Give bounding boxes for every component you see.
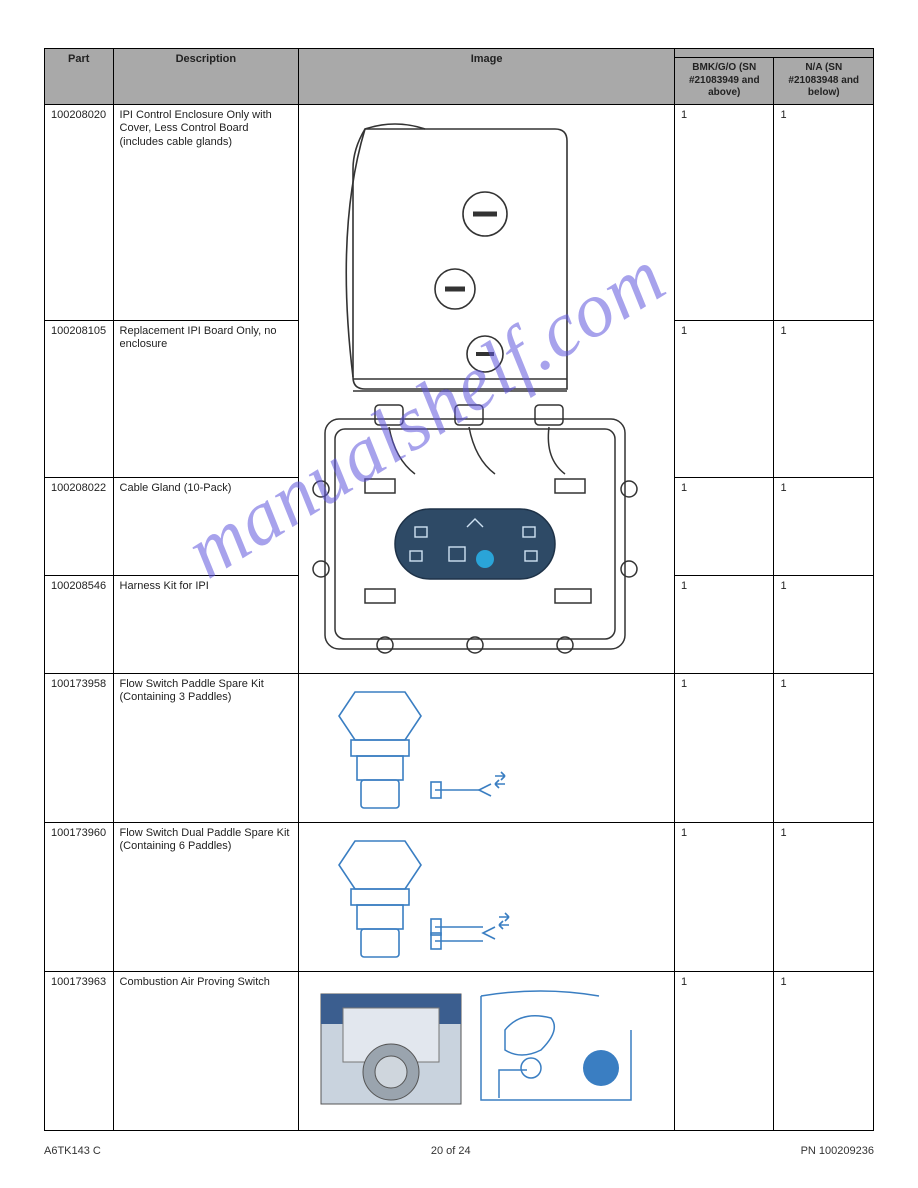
cell-na: 1	[774, 104, 874, 320]
cell-bmk: 1	[675, 673, 774, 822]
air-proving-diagram	[305, 976, 645, 1126]
table-row: 100173963 Combustion Air Proving Switch	[45, 971, 874, 1130]
table-row: 100173958 Flow Switch Paddle Spare Kit (…	[45, 673, 874, 822]
cell-image-flow-single	[299, 673, 675, 822]
col-header-image: Image	[299, 49, 675, 105]
col-header-na: N/A (SN #21083948 and below)	[774, 58, 874, 105]
cell-na: 1	[774, 477, 874, 575]
cell-na: 1	[774, 575, 874, 673]
cell-part: 100173960	[45, 822, 114, 971]
cell-na: 1	[774, 971, 874, 1130]
col-header-bmk: BMK/G/O (SN #21083949 and above)	[675, 58, 774, 105]
cell-description: Combustion Air Proving Switch	[113, 971, 299, 1130]
cell-image-air-proving	[299, 971, 675, 1130]
cell-na: 1	[774, 673, 874, 822]
cell-bmk: 1	[675, 822, 774, 971]
cell-part: 100208105	[45, 320, 114, 477]
cell-description: Harness Kit for IPI	[113, 575, 299, 673]
flow-switch-dual-diagram	[305, 827, 645, 967]
footer-center: 20 of 24	[431, 1145, 471, 1157]
cell-part: 100173958	[45, 673, 114, 822]
cell-image-enclosure	[299, 104, 675, 673]
parts-table: Part Description Image BMK/G/O (SN #2108…	[44, 48, 874, 1131]
cell-description: Flow Switch Dual Paddle Spare Kit (Conta…	[113, 822, 299, 971]
col-header-variant-group	[675, 49, 874, 58]
table-row: 100208020 IPI Control Enclosure Only wit…	[45, 104, 874, 320]
cell-bmk: 1	[675, 320, 774, 477]
cell-part: 100208020	[45, 104, 114, 320]
cell-part: 100173963	[45, 971, 114, 1130]
col-header-description: Description	[113, 49, 299, 105]
cell-na: 1	[774, 320, 874, 477]
cell-description: Flow Switch Paddle Spare Kit (Containing…	[113, 673, 299, 822]
footer-right: PN 100209236	[801, 1145, 874, 1157]
cell-bmk: 1	[675, 477, 774, 575]
cell-part: 100208546	[45, 575, 114, 673]
page-footer: A6TK143 C 20 of 24 PN 100209236	[44, 1145, 874, 1157]
col-header-part: Part	[45, 49, 114, 105]
enclosure-diagram	[305, 109, 645, 669]
cell-image-flow-dual	[299, 822, 675, 971]
cell-description: IPI Control Enclosure Only with Cover, L…	[113, 104, 299, 320]
cell-description: Replacement IPI Board Only, no enclosure	[113, 320, 299, 477]
cell-bmk: 1	[675, 971, 774, 1130]
footer-left: A6TK143 C	[44, 1145, 101, 1157]
cell-na: 1	[774, 822, 874, 971]
cell-part: 100208022	[45, 477, 114, 575]
flow-switch-single-diagram	[305, 678, 645, 818]
cell-description: Cable Gland (10-Pack)	[113, 477, 299, 575]
table-row: 100173960 Flow Switch Dual Paddle Spare …	[45, 822, 874, 971]
cell-bmk: 1	[675, 104, 774, 320]
cell-bmk: 1	[675, 575, 774, 673]
